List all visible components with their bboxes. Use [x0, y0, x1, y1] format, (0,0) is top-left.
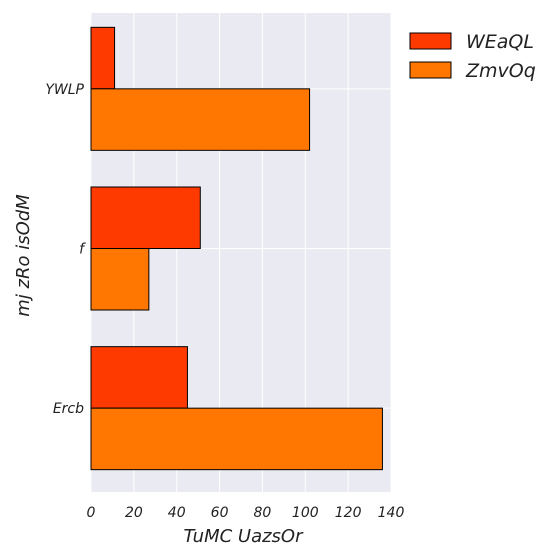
legend-swatch [409, 61, 452, 79]
bars [90, 26, 383, 471]
x-tick-label: 0 [87, 505, 96, 521]
legend-swatch [409, 32, 452, 50]
bar-WEaQL-YWLP [90, 26, 116, 90]
y-tick-label: f [79, 242, 86, 258]
x-tick-label: 20 [125, 505, 143, 521]
bar-WEaQL-Ercb [90, 346, 188, 409]
legend-label: ZmvOq [465, 60, 536, 82]
x-tick-label: 60 [211, 505, 229, 521]
x-tick-label: 80 [254, 505, 272, 521]
x-tick-label: 100 [292, 505, 319, 521]
bar-ZmvOq-f [90, 248, 150, 311]
x-tick-labels: 0 20 40 60 80 100 120 140 [87, 505, 405, 521]
x-tick-label: 140 [378, 505, 405, 521]
bar-ZmvOq-YWLP [90, 88, 311, 151]
x-tick-label: 120 [335, 505, 362, 521]
y-tick-label: Ercb [53, 401, 84, 417]
y-tick-label: YWLP [45, 82, 84, 98]
legend: WEaQL ZmvOq [409, 31, 536, 82]
y-tick-labels: YWLP f Ercb [45, 82, 86, 417]
x-axis-title: TuMC UazsOr [183, 526, 304, 547]
y-axis-title: mj zRo isOdM [13, 194, 34, 317]
legend-label: WEaQL [466, 31, 534, 53]
bar-WEaQL-f [90, 186, 201, 249]
x-tick-label: 40 [168, 505, 186, 521]
bar-ZmvOq-Ercb [90, 407, 383, 471]
